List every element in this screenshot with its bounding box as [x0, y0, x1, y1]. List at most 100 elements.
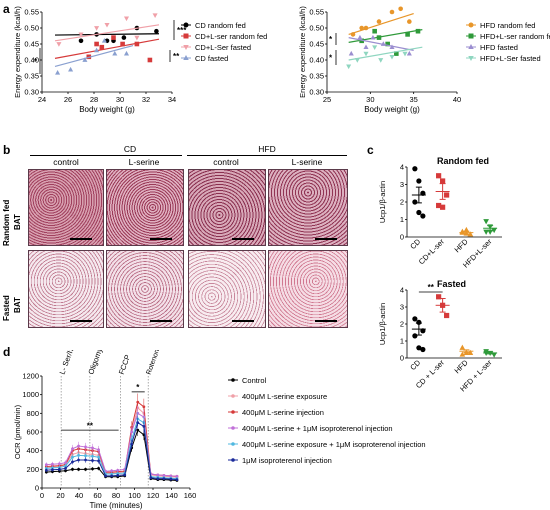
y-tick-label: 0.35 [24, 72, 39, 81]
y-tick-label: 0.45 [24, 40, 39, 49]
data-point [402, 51, 408, 57]
data-point [78, 32, 84, 38]
scale-bar [70, 238, 92, 240]
data-point [378, 58, 384, 63]
x-axis-label: Body weight (g) [364, 105, 420, 114]
data-point [372, 45, 378, 50]
data-point [420, 213, 426, 219]
injection-label: Rotenone + Antimycin A [146, 350, 178, 376]
y-tick-label: 0.55 [24, 8, 39, 17]
series-fit-line [54, 24, 160, 42]
data-point [94, 41, 99, 47]
data-point [416, 209, 422, 216]
legend-marker [231, 394, 235, 398]
data-point [412, 333, 418, 339]
histology-image-hfd-lserine-random-fed [268, 169, 348, 246]
legend-label: 400μM L-serine exposure [242, 392, 327, 401]
chart-d: 0 200 400 600 800 1000 1200 0 20 40 60 80 100 120 140 1… [13, 350, 426, 510]
panel-label-a: a [3, 2, 10, 16]
chart-a-left: 0.30 0.35 0.40 0.45 0.50 0.55 24 26 28 30 32 34 Body… [13, 6, 267, 114]
y-axis-label: Energy expenditure (kcal/h) [298, 6, 307, 98]
legend-label: 400μM L-serine + 1μM isoproterenol injec… [242, 424, 393, 433]
y-axis-label: Ucp1/β-actin [378, 303, 387, 345]
series-fit-line [54, 38, 160, 59]
histology-panel: CD HFD control L-serine control L-serine… [0, 143, 360, 343]
x-tick-label: 40 [75, 491, 83, 500]
data-point [412, 166, 418, 172]
data-point [94, 47, 100, 53]
x-tick-label: 32 [142, 95, 150, 104]
data-point [459, 229, 466, 235]
x-tick-label: 60 [93, 491, 101, 500]
data-point [380, 41, 386, 46]
injection-label: Oligomycin [86, 350, 107, 376]
category-label: CD+L-ser [417, 237, 447, 267]
legend-label: HFD+L-ser random fed [480, 32, 550, 41]
significance-mark: * [136, 383, 140, 392]
series-fit-line [54, 33, 160, 36]
data-point [359, 38, 364, 44]
data-point [389, 9, 395, 15]
x-tick-label: 100 [128, 491, 141, 500]
data-point [436, 294, 442, 300]
histology-image-hfd-control-fasted [188, 250, 266, 328]
data-point [459, 351, 466, 357]
data-point [444, 312, 450, 319]
chart-title: Random fed [437, 156, 489, 166]
y-tick-label: 1200 [22, 372, 39, 381]
group-label-cd: CD [123, 144, 137, 154]
x-tick-label: 24 [38, 95, 46, 104]
x-tick-label: 35 [409, 95, 417, 104]
data-point [82, 57, 88, 62]
data-point [363, 25, 369, 31]
data-point [440, 178, 446, 184]
y-tick-label: 600 [26, 428, 39, 437]
legend-label: CD+L-ser random fed [195, 32, 267, 41]
legend-label: CD fasted [195, 54, 228, 63]
histology-image-cd-lserine-fasted [106, 250, 184, 328]
x-tick-label: 80 [112, 491, 120, 500]
injection-label: FCCP [117, 353, 132, 375]
row-label-fasted-line1: Fasted [2, 295, 11, 321]
data-point [104, 22, 110, 28]
x-tick-label: 25 [323, 95, 331, 104]
y-tick-label: 0.50 [24, 24, 39, 33]
data-point [111, 35, 116, 40]
row-label-random-fed-line2: BAT [13, 214, 22, 230]
y-tick-label: 0.40 [24, 56, 39, 65]
data-point [440, 204, 446, 210]
data-point [389, 44, 395, 50]
data-point [491, 227, 497, 234]
histology-image-cd-control-fasted [28, 250, 104, 328]
data-point [359, 25, 364, 31]
col-label-4: L-serine [291, 157, 323, 167]
scale-bar [232, 320, 254, 322]
y-tick-label: 0.35 [309, 72, 324, 81]
panel-label-d: d [3, 345, 11, 359]
data-point [372, 28, 377, 34]
y-tick-label: 800 [26, 409, 39, 418]
y-tick-label: 0 [35, 484, 39, 493]
significance-mark: * [329, 35, 333, 44]
significance-mark: ** [428, 283, 435, 292]
y-tick-label: 1 [400, 215, 404, 224]
y-tick-label: 0.45 [309, 40, 324, 49]
legend-label: CD+L-Ser fasted [195, 43, 251, 52]
panel-label-c: c [367, 143, 374, 157]
y-tick-label: 4 [400, 286, 404, 295]
legend-label: 400μM L-serine injection [242, 408, 324, 417]
data-point [444, 192, 450, 198]
injection-label: L- Ser/ISO [58, 350, 79, 376]
series-fit-line [348, 37, 414, 51]
col-label-2: L-serine [128, 157, 160, 167]
y-tick-label: 0.30 [24, 88, 39, 97]
legend-label: 1μM isoproterenol injection [242, 456, 332, 465]
data-point [394, 51, 399, 56]
data-point [412, 199, 418, 205]
legend-label: HFD+L-Ser fasted [480, 54, 541, 63]
data-point [123, 16, 130, 22]
histology-image-hfd-control-random-fed [188, 169, 266, 246]
data-point [120, 41, 125, 47]
x-tick-label: 120 [147, 491, 160, 500]
